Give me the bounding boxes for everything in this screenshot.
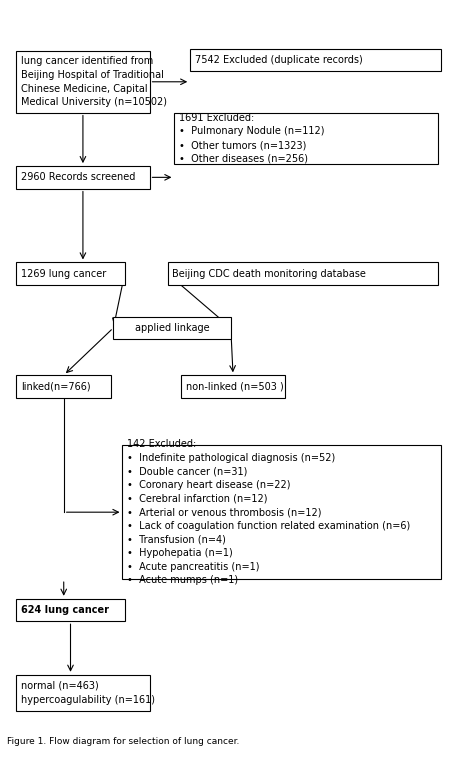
Text: 2960 Records screened: 2960 Records screened <box>21 172 135 183</box>
Text: 1691 Excluded:
•  Pulmonary Nodule (n=112)
•  Other tumors (n=1323)
•  Other dis: 1691 Excluded: • Pulmonary Nodule (n=112… <box>179 113 324 164</box>
Text: applied linkage: applied linkage <box>135 323 210 333</box>
Text: linked(n=766): linked(n=766) <box>21 381 91 392</box>
FancyBboxPatch shape <box>190 49 441 71</box>
Text: Beijing CDC death monitoring database: Beijing CDC death monitoring database <box>172 268 366 279</box>
Text: non-linked (n=503 ): non-linked (n=503 ) <box>186 381 283 392</box>
Text: 142 Excluded:
•  Indefinite pathological diagnosis (n=52)
•  Double cancer (n=31: 142 Excluded: • Indefinite pathological … <box>127 439 410 585</box>
Text: lung cancer identified from
Beijing Hospital of Traditional
Chinese Medicine, Ca: lung cancer identified from Beijing Hosp… <box>21 56 167 107</box>
FancyBboxPatch shape <box>16 599 125 622</box>
FancyBboxPatch shape <box>16 51 149 113</box>
FancyBboxPatch shape <box>16 166 149 189</box>
Text: 624 lung cancer: 624 lung cancer <box>21 605 109 615</box>
Text: Figure 1. Flow diagram for selection of lung cancer.: Figure 1. Flow diagram for selection of … <box>7 738 240 746</box>
FancyBboxPatch shape <box>181 375 285 398</box>
Text: normal (n=463)
hypercoagulability (n=161): normal (n=463) hypercoagulability (n=161… <box>21 681 155 705</box>
Text: 7542 Excluded (duplicate records): 7542 Excluded (duplicate records) <box>195 55 363 65</box>
FancyBboxPatch shape <box>122 445 441 579</box>
FancyBboxPatch shape <box>16 262 125 285</box>
FancyBboxPatch shape <box>16 375 111 398</box>
FancyBboxPatch shape <box>168 262 438 285</box>
FancyBboxPatch shape <box>113 317 231 339</box>
FancyBboxPatch shape <box>16 675 149 711</box>
Text: 1269 lung cancer: 1269 lung cancer <box>21 268 106 279</box>
FancyBboxPatch shape <box>174 113 438 164</box>
